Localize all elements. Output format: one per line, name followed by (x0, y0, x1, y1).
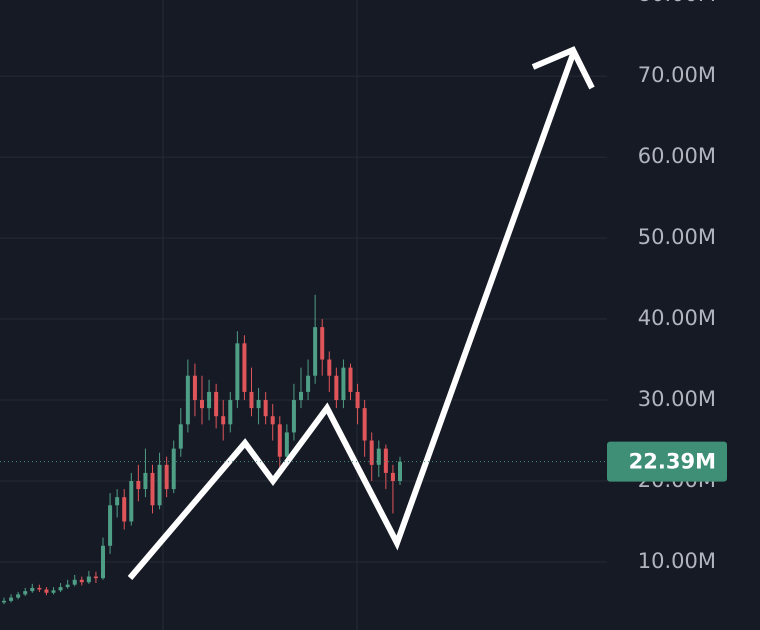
y-tick-label: 70.00M (638, 63, 716, 87)
candle-body (390, 472, 395, 482)
candle-body (313, 327, 318, 376)
candle-body (207, 391, 212, 409)
candle-body (164, 464, 169, 490)
candle-body (214, 391, 219, 417)
candle-body (79, 579, 84, 583)
candle-body (93, 576, 98, 579)
candle-body (108, 505, 113, 546)
candle-body (143, 472, 148, 490)
candle-body (65, 584, 70, 588)
candle-body (263, 400, 268, 417)
candle-body (242, 343, 247, 392)
candle-body (235, 343, 240, 401)
candle-body (383, 448, 388, 473)
candle-body (299, 391, 303, 401)
candle-body (2, 600, 6, 603)
candle-body (306, 375, 311, 392)
candle-body (341, 367, 346, 401)
candle-body (362, 408, 367, 441)
candle-body (376, 448, 381, 465)
y-tick-label: 10.00M (638, 549, 716, 573)
candle-body (58, 587, 63, 591)
candle-body (277, 424, 282, 457)
candle-body (115, 497, 120, 506)
candle-body (51, 590, 56, 593)
last-price-label: 22.39M (629, 450, 716, 474)
candle-body (44, 589, 49, 593)
candle-body (171, 448, 176, 490)
y-tick-label: 30.00M (638, 387, 716, 411)
last-price-badge (607, 441, 727, 482)
candle-body (16, 594, 21, 598)
candle-body (200, 400, 204, 409)
y-tick-label: 60.00M (638, 144, 716, 168)
candle-body (355, 391, 360, 409)
candle-body (150, 472, 155, 506)
candle-body (23, 591, 28, 595)
candle-body (398, 461, 402, 482)
candle-body (30, 587, 35, 592)
candle-body (136, 481, 141, 490)
y-tick-label: 40.00M (638, 306, 716, 330)
candle-body (270, 416, 275, 425)
candle-body (192, 375, 197, 401)
candle-body (178, 424, 183, 449)
candle-body (369, 440, 374, 465)
candle-body (122, 497, 127, 522)
candle-body (256, 400, 261, 409)
y-tick-label: 80.00M (638, 0, 716, 6)
candle-body (327, 359, 332, 376)
candle-body (320, 327, 325, 360)
candle-body (9, 597, 14, 601)
candle-body (129, 481, 134, 522)
candle-body (185, 375, 190, 425)
candle-body (221, 416, 226, 425)
candle-body (348, 367, 353, 392)
candle-body (157, 464, 162, 506)
candle-body (101, 545, 105, 579)
arrow-head (531, 46, 595, 90)
candle-body (37, 587, 42, 590)
candle-body (284, 432, 289, 457)
candle-body (249, 391, 254, 409)
y-tick-label: 50.00M (638, 225, 716, 249)
candle-body (334, 375, 339, 401)
candle-body (86, 576, 91, 583)
annotation-arrow (127, 52, 576, 580)
candle-body (291, 400, 296, 433)
candle-body (228, 400, 233, 425)
candle-body (72, 579, 77, 585)
